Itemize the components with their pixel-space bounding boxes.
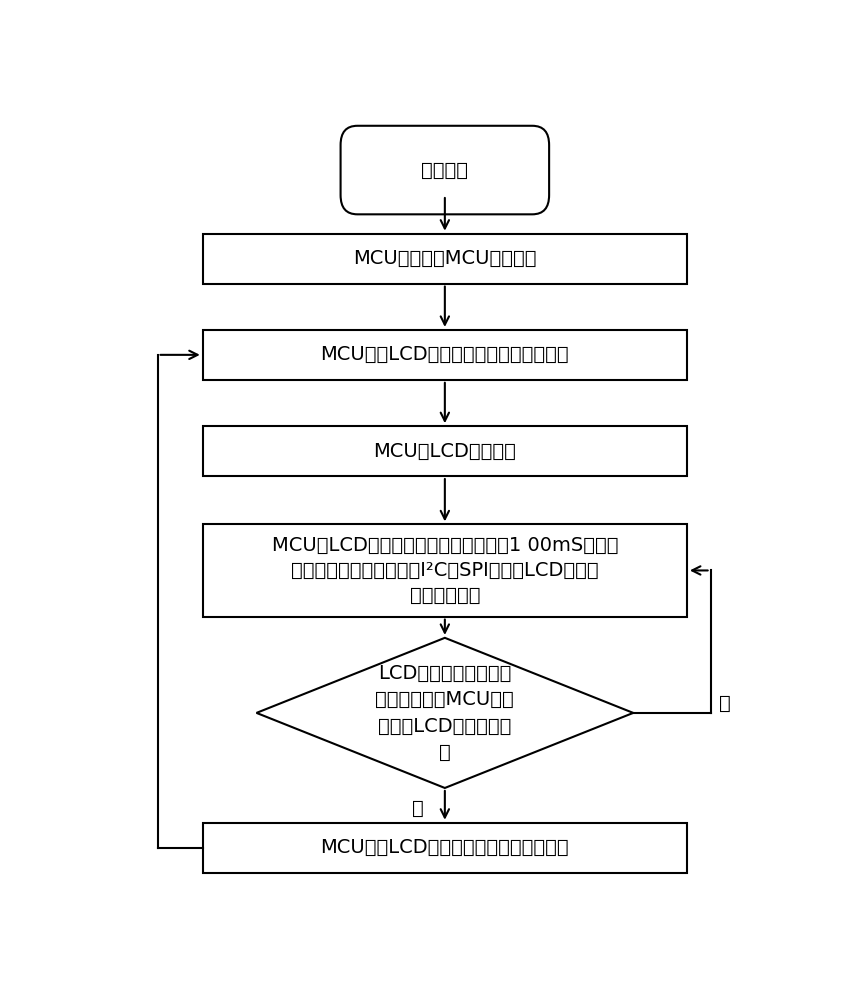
Bar xyxy=(202,524,687,617)
FancyBboxPatch shape xyxy=(340,126,549,214)
Bar xyxy=(202,234,687,284)
Polygon shape xyxy=(257,638,634,788)
Text: MCU关闭LCD屏的供电电源开关电路模块: MCU关闭LCD屏的供电电源开关电路模块 xyxy=(320,838,569,857)
Text: LCD屏是否因静电干扰
而黑屏，导致MCU无法
接收到LCD屏的应答信
号: LCD屏是否因静电干扰 而黑屏，导致MCU无法 接收到LCD屏的应答信 号 xyxy=(376,664,514,762)
Text: MCU对LCD屏初始化: MCU对LCD屏初始化 xyxy=(373,442,516,461)
Text: MCU对LCD屏进行周期性刷新（如每隔1 00mS刷新一
次），通过通信接口（如I²C或SPI等）对LCD屏发送
相关通信指令: MCU对LCD屏进行周期性刷新（如每隔1 00mS刷新一 次），通过通信接口（如… xyxy=(272,536,618,605)
Bar xyxy=(202,330,687,380)
Text: 系统上电: 系统上电 xyxy=(421,161,469,180)
Bar xyxy=(202,426,687,476)
Text: MCU初始化，MCU开始工作: MCU初始化，MCU开始工作 xyxy=(353,249,536,268)
Text: 是: 是 xyxy=(412,799,424,818)
Bar xyxy=(202,823,687,873)
Text: MCU使能LCD屏的供电电源开关电路模块: MCU使能LCD屏的供电电源开关电路模块 xyxy=(320,345,569,364)
Text: 否: 否 xyxy=(720,694,731,713)
